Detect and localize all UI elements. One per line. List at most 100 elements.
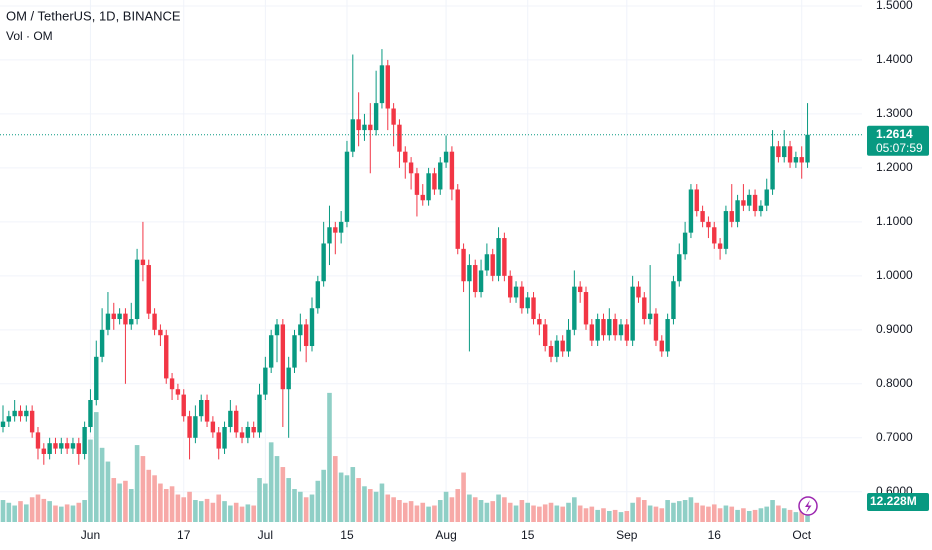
candle-body (513, 286, 519, 298)
candle-body (59, 443, 64, 449)
candle-body (286, 367, 291, 390)
volume-title: Vol · OM (6, 29, 53, 43)
volume-bar (140, 456, 146, 522)
candle-body (274, 324, 280, 336)
x-tick-label: 15 (340, 528, 354, 542)
candle-body (41, 448, 47, 454)
candles (0, 49, 810, 465)
volume-bar (222, 501, 227, 522)
volume-bar (216, 494, 222, 522)
volume-bar (741, 508, 746, 522)
volume-bar (688, 497, 694, 522)
y-tick-label: 1.4000 (876, 52, 913, 66)
volume-bar (93, 412, 99, 522)
volume-bar (507, 502, 513, 522)
candle-body (181, 394, 186, 417)
volume-bar (799, 511, 805, 522)
y-tick-label: 1.1000 (876, 214, 913, 228)
candle-body (729, 211, 734, 222)
candle-body (787, 146, 793, 163)
x-tick-label: Sep (616, 528, 638, 542)
candle-body (519, 286, 525, 309)
volume-bar (397, 500, 402, 522)
volume-bar (455, 489, 461, 522)
volume-bar (59, 506, 64, 522)
volume-bar (257, 478, 262, 522)
candle-body (344, 151, 350, 222)
volume-bar (502, 497, 507, 522)
candle-body (484, 254, 490, 271)
volume-bar (770, 500, 775, 522)
volume-bar (239, 506, 245, 522)
candle-body (6, 416, 12, 422)
volume-bar (665, 500, 670, 522)
volume-bar (391, 497, 396, 522)
candle-body (187, 416, 192, 438)
volume-bar (624, 511, 630, 522)
candle-body (368, 124, 373, 131)
volume-bar (210, 502, 216, 522)
volume-bar (537, 506, 542, 522)
candle-body (164, 335, 169, 379)
candle-body (70, 443, 76, 449)
candle-body (642, 297, 647, 320)
candle-body (257, 394, 262, 433)
candle-body (747, 194, 752, 206)
candle-body (175, 389, 181, 395)
volume-bar (758, 508, 764, 522)
x-tick-label: 15 (521, 528, 535, 542)
volume-bar (303, 497, 309, 522)
volume-bar (700, 505, 705, 522)
price-axis: 1.5000 1.4000 1.3000 1.2000 1.1000 1.0000 0.90… (862, 0, 932, 550)
x-tick-label: Jun (81, 528, 100, 542)
candle-body (111, 313, 116, 320)
volume-bar (432, 505, 437, 522)
candle-body (420, 194, 425, 201)
volume-bar (193, 500, 198, 522)
candle-body (583, 292, 589, 325)
volume-bar (268, 442, 274, 522)
volume-bar (181, 497, 187, 522)
volume-bar (146, 469, 152, 522)
candle-body (706, 221, 711, 228)
volume-bar (583, 508, 589, 522)
volume-bar (752, 509, 758, 522)
volume-bar (18, 501, 23, 522)
volume-bar (496, 494, 501, 522)
volume-bar (105, 461, 111, 522)
candle-body (403, 151, 408, 163)
lightning-icon[interactable] (798, 496, 818, 516)
candle-body (443, 151, 449, 163)
volume-bar (513, 505, 519, 522)
candle-body (321, 243, 326, 282)
volume-bar (315, 480, 321, 522)
candle-body (222, 426, 227, 449)
icon-bolt[interactable] (805, 500, 812, 513)
volume-bar (653, 506, 659, 522)
candle-body (99, 329, 105, 357)
volume-bar (682, 500, 688, 522)
volume-bar (344, 475, 350, 522)
volume-bar (776, 505, 781, 522)
candle-body (239, 432, 245, 438)
candle-body (280, 324, 286, 390)
candle-body (682, 232, 688, 255)
candle-body (653, 313, 659, 341)
candle-body (467, 265, 472, 282)
volume-bar (525, 502, 530, 522)
candle-body (309, 308, 315, 347)
volume-bar (542, 504, 548, 522)
volume-bar (198, 501, 204, 522)
candle-body (624, 324, 630, 341)
volume-bar (385, 494, 391, 522)
candle-body (64, 443, 70, 449)
x-tick-label: Aug (435, 528, 456, 542)
candle-body (123, 313, 128, 325)
candle-body (735, 200, 740, 222)
candle-body (432, 173, 437, 190)
volume-bar (566, 502, 571, 522)
axis-background (862, 0, 932, 550)
volume-bar (647, 505, 653, 522)
candle-body (805, 134, 810, 163)
candle-body (496, 238, 501, 276)
